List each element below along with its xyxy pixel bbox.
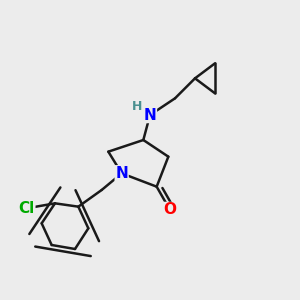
Text: N: N — [115, 166, 128, 181]
Text: O: O — [164, 202, 176, 217]
Text: Cl: Cl — [19, 201, 35, 216]
Text: H: H — [132, 100, 142, 113]
Text: N: N — [144, 107, 156, 122]
